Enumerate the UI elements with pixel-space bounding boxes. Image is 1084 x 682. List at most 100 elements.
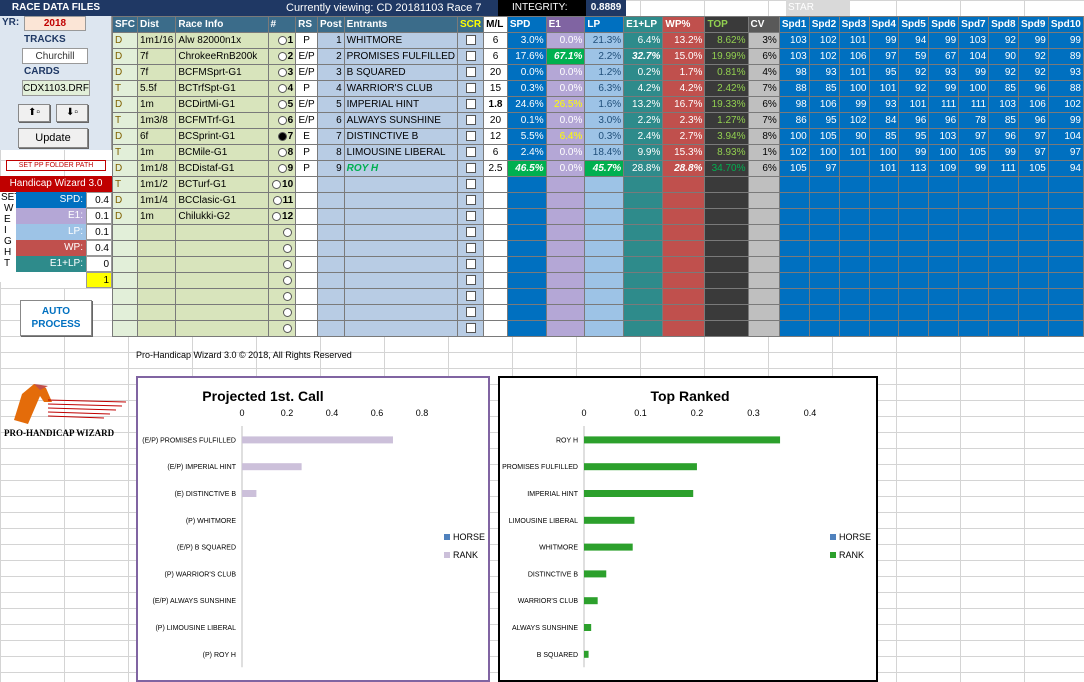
race-select-cell[interactable]: 9 [267, 160, 297, 177]
race-select-cell[interactable]: 12 [267, 208, 297, 225]
set-pp-folder-button[interactable]: SET PP FOLDER PATH [6, 160, 106, 171]
column-header[interactable]: Spd8 [988, 16, 1019, 33]
scratch-cell[interactable] [457, 160, 485, 177]
column-header[interactable]: SFC [112, 16, 138, 33]
race-radio-icon[interactable] [277, 99, 287, 109]
column-header[interactable]: Spd6 [928, 16, 960, 33]
column-header[interactable]: M/L [483, 16, 508, 33]
scratch-checkbox[interactable] [465, 259, 476, 270]
year-input[interactable]: 2018 [24, 16, 86, 31]
weight-value-input[interactable]: 0 [86, 256, 112, 272]
column-header[interactable]: Spd4 [868, 16, 900, 33]
prev-card-button[interactable]: ⬆▫ [18, 104, 50, 122]
column-header[interactable]: Spd7 [958, 16, 990, 33]
race-radio-icon[interactable] [283, 227, 293, 237]
scratch-cell[interactable] [457, 320, 485, 337]
column-header[interactable]: TOP [704, 16, 749, 33]
race-select-cell[interactable]: 3 [267, 64, 297, 81]
race-radio-icon[interactable] [277, 115, 287, 125]
scratch-cell[interactable] [457, 32, 485, 49]
scratch-checkbox[interactable] [465, 99, 476, 110]
scratch-cell[interactable] [457, 304, 485, 321]
column-header[interactable]: Spd2 [808, 16, 840, 33]
next-card-button[interactable]: ⬇▫ [56, 104, 88, 122]
scratch-checkbox[interactable] [465, 227, 476, 238]
scratch-checkbox[interactable] [465, 115, 476, 126]
race-radio-icon[interactable] [277, 51, 287, 61]
race-select-cell[interactable]: 11 [267, 192, 297, 209]
scratch-checkbox[interactable] [465, 275, 476, 286]
race-radio-icon[interactable] [283, 259, 293, 269]
column-header[interactable]: Spd5 [898, 16, 930, 33]
scratch-cell[interactable] [457, 112, 485, 129]
scratch-cell[interactable] [457, 80, 485, 97]
weight-value-input[interactable]: 0.4 [86, 192, 112, 208]
column-header[interactable]: # [267, 16, 297, 33]
race-radio-icon[interactable] [283, 275, 293, 285]
race-radio-icon[interactable] [283, 291, 293, 301]
scratch-cell[interactable] [457, 144, 485, 161]
column-header[interactable]: CV [747, 16, 780, 33]
auto-process-button[interactable]: AUTO PROCESS [20, 300, 92, 336]
race-radio-icon[interactable] [277, 67, 287, 77]
race-radio-icon[interactable] [277, 163, 287, 173]
race-select-cell[interactable]: 10 [267, 176, 297, 193]
race-select-cell[interactable]: 5 [267, 96, 297, 113]
scratch-checkbox[interactable] [465, 131, 476, 142]
scratch-checkbox[interactable] [465, 179, 476, 190]
scratch-checkbox[interactable] [465, 211, 476, 222]
column-header[interactable]: Post [316, 16, 345, 33]
race-select-cell[interactable] [267, 256, 297, 273]
race-radio-icon[interactable] [277, 147, 287, 157]
column-header[interactable]: SCR [457, 16, 485, 33]
race-radio-icon[interactable] [277, 83, 287, 93]
race-select-cell[interactable] [267, 272, 297, 289]
column-header[interactable]: Spd3 [838, 16, 870, 33]
column-header[interactable]: WP% [662, 16, 706, 33]
card-select[interactable]: CDX1103.DRF [22, 80, 90, 96]
race-select-cell[interactable]: 8 [267, 144, 297, 161]
scratch-checkbox[interactable] [465, 51, 476, 62]
track-select[interactable]: Churchill [22, 48, 88, 64]
race-select-cell[interactable] [267, 288, 297, 305]
race-radio-icon[interactable] [272, 211, 282, 221]
scratch-checkbox[interactable] [465, 323, 476, 334]
race-select-cell[interactable] [267, 320, 297, 337]
scratch-cell[interactable] [457, 224, 485, 241]
race-radio-icon[interactable] [277, 131, 287, 141]
scratch-cell[interactable] [457, 128, 485, 145]
scratch-checkbox[interactable] [465, 195, 476, 206]
update-button[interactable]: Update [18, 128, 88, 148]
weight-value-input[interactable]: 1 [86, 272, 112, 288]
race-select-cell[interactable]: 6 [267, 112, 297, 129]
column-header[interactable]: E1 [545, 16, 586, 33]
column-header[interactable]: RS [295, 16, 318, 33]
column-header[interactable]: E1+LP [623, 16, 664, 33]
weight-value-input[interactable]: 0.1 [86, 224, 112, 240]
race-radio-icon[interactable] [272, 195, 282, 205]
scratch-cell[interactable] [457, 240, 485, 257]
scratch-cell[interactable] [457, 208, 485, 225]
race-radio-icon[interactable] [272, 179, 282, 189]
scratch-cell[interactable] [457, 176, 485, 193]
column-header[interactable]: LP [584, 16, 625, 33]
scratch-cell[interactable] [457, 192, 485, 209]
race-select-cell[interactable] [267, 240, 297, 257]
scratch-checkbox[interactable] [465, 83, 476, 94]
scratch-checkbox[interactable] [465, 147, 476, 158]
race-select-cell[interactable]: 2 [267, 48, 297, 65]
column-header[interactable]: Entrants [343, 16, 459, 33]
race-radio-icon[interactable] [277, 35, 287, 45]
race-select-cell[interactable]: 1 [267, 32, 297, 49]
column-header[interactable]: Spd10 [1047, 16, 1084, 33]
scratch-cell[interactable] [457, 48, 485, 65]
scratch-checkbox[interactable] [465, 35, 476, 46]
scratch-checkbox[interactable] [465, 307, 476, 318]
race-radio-icon[interactable] [283, 307, 293, 317]
scratch-cell[interactable] [457, 96, 485, 113]
weight-value-input[interactable]: 0.4 [86, 240, 112, 256]
column-header[interactable]: Dist [136, 16, 177, 33]
scratch-checkbox[interactable] [465, 291, 476, 302]
column-header[interactable]: Spd1 [778, 16, 810, 33]
race-select-cell[interactable] [267, 224, 297, 241]
